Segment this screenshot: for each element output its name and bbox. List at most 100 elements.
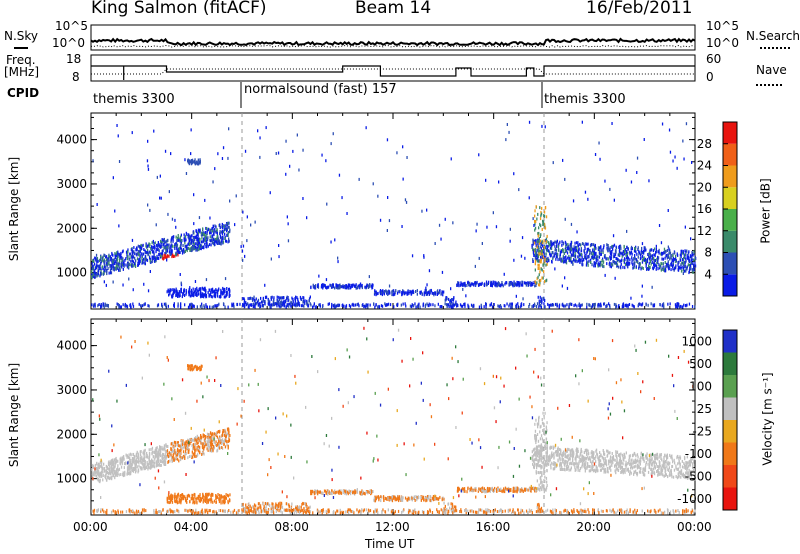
scatter-cell (221, 446, 224, 450)
scatter-cell (515, 294, 517, 298)
scatter-cell (201, 240, 203, 244)
scatter-cell (194, 438, 196, 442)
scatter-cell (228, 292, 230, 296)
scatter-cell (616, 257, 618, 261)
scatter-cell (534, 489, 536, 493)
scatter-cell (280, 301, 282, 305)
scatter-cell (154, 455, 156, 459)
scatter-cell (190, 288, 192, 292)
y-tick-label: 1000 (56, 472, 87, 486)
scatter-cell (648, 179, 650, 183)
scatter-cell (554, 247, 557, 251)
scatter-cell (115, 473, 117, 477)
scatter-cell (537, 250, 540, 254)
scatter-cell (650, 248, 653, 252)
scatter-cell (612, 263, 614, 267)
scatter-cell (190, 234, 192, 238)
scatter-cell (680, 304, 682, 308)
scatter-cell (148, 242, 150, 246)
scatter-cell (143, 467, 145, 471)
scatter-cell (645, 259, 648, 263)
scatter-cell (485, 283, 488, 287)
scatter-cell (116, 302, 118, 306)
scatter-cell (338, 286, 340, 289)
scatter-cell (173, 288, 175, 292)
scatter-cell (547, 256, 549, 260)
scatter-cell (381, 304, 384, 308)
scatter-cell (682, 139, 684, 143)
scatter-cell (152, 250, 154, 254)
scatter-cell (186, 444, 188, 448)
scatter-cell (534, 280, 536, 284)
scatter-cell (318, 303, 320, 307)
scatter-cell (643, 258, 646, 262)
scatter-cell (127, 265, 130, 269)
scatter-cell (549, 243, 552, 247)
scatter-cell (143, 456, 145, 460)
scatter-cell (536, 281, 538, 285)
scatter-cell (151, 260, 153, 264)
scatter-cell (540, 258, 542, 262)
scatter-cell (214, 293, 217, 297)
scatter-cell (580, 249, 583, 253)
scatter-cell (317, 283, 319, 287)
scatter-cell (639, 302, 641, 306)
scatter-cell (448, 297, 450, 301)
scatter-cell (139, 249, 141, 253)
scatter-cell (194, 245, 197, 249)
scatter-cell (421, 292, 423, 296)
scatter-cell (518, 188, 520, 192)
scatter-cell (94, 469, 96, 473)
scatter-cell (543, 270, 545, 274)
scatter-cell (105, 469, 107, 473)
scatter-cell (338, 303, 341, 307)
scatter-cell (568, 305, 570, 309)
scatter-cell (189, 294, 191, 298)
scatter-cell (205, 305, 207, 308)
scatter-cell (331, 305, 333, 309)
scatter-cell (250, 223, 252, 227)
scatter-cell (289, 164, 291, 168)
scatter-cell (583, 242, 585, 246)
scatter-cell (292, 297, 294, 301)
scatter-cell (536, 240, 539, 244)
scatter-cell (609, 257, 611, 261)
scatter-cell (547, 245, 549, 249)
scatter-cell (200, 441, 202, 445)
scatter-cell (206, 501, 208, 505)
scatter-cell (637, 248, 639, 251)
scatter-cell (189, 243, 191, 247)
scatter-cell (165, 255, 167, 259)
scatter-cell (166, 258, 168, 262)
scatter-cell (93, 270, 95, 274)
scatter-cell (220, 494, 222, 498)
scatter-cell (171, 255, 173, 259)
scatter-cell (452, 305, 454, 309)
scatter-cell (180, 239, 182, 242)
scatter-cell (564, 217, 566, 221)
scatter-cell (253, 295, 255, 299)
scatter-cell (184, 303, 186, 307)
scatter-cell (102, 272, 105, 276)
scatter-cell (664, 269, 666, 273)
scatter-cell (276, 298, 278, 302)
scatter-cell (171, 500, 174, 504)
scatter-cell (132, 304, 135, 308)
scatter-cell (287, 299, 289, 303)
scatter-cell (286, 215, 288, 219)
scatter-cell (592, 248, 594, 252)
scatter-cell (129, 303, 132, 307)
scatter-cell (296, 133, 298, 137)
scatter-cell (210, 294, 212, 298)
scatter-cell (193, 193, 195, 197)
scatter-cell (315, 490, 317, 494)
scatter-cell (175, 253, 177, 256)
scatter-cell (678, 260, 680, 264)
scatter-cell (137, 252, 140, 256)
scatter-cell (541, 239, 543, 243)
scatter-cell (661, 266, 663, 270)
scatter-cell (514, 282, 516, 286)
scatter-cell (228, 127, 230, 131)
scatter-cell (534, 209, 536, 213)
scatter-cell (449, 302, 452, 306)
